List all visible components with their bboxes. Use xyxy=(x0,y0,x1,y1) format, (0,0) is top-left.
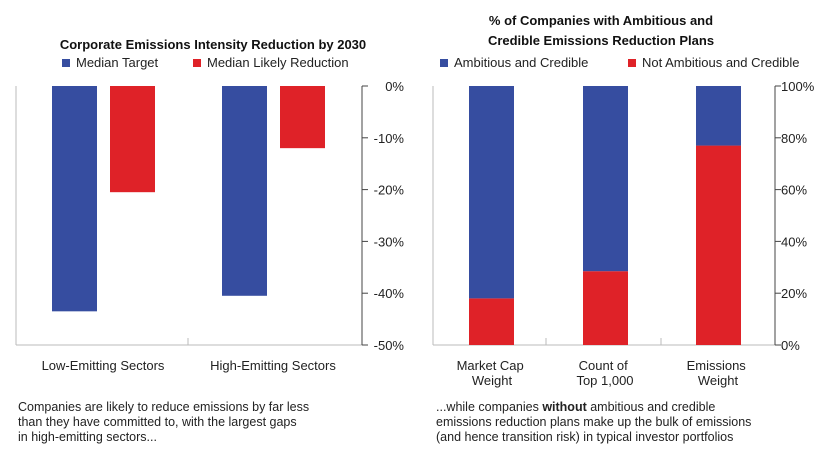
legend-swatch-ambitious-and-credible xyxy=(440,59,448,67)
right-caption-line: ...while companies without ambitious and… xyxy=(436,400,836,415)
right-y-tick-label: 80% xyxy=(781,131,807,146)
x-label-line: Emissions xyxy=(687,358,747,373)
right-y-ticks: 0% 20% 40% 60% 80% 100% xyxy=(775,79,815,353)
bar-not-ambitious-count-of-top-1000 xyxy=(583,271,628,345)
right-y-tick-label: 20% xyxy=(781,286,807,301)
right-y-tick-label: 0% xyxy=(781,338,800,353)
x-label-count-of-top-1000: Count of Top 1,000 xyxy=(576,358,633,388)
legend-swatch-not-ambitious-and-credible xyxy=(628,59,636,67)
bar-ambitious-emissions-weight xyxy=(696,86,741,146)
legend-swatch-median-likely-reduction xyxy=(193,59,201,67)
left-y-tick-label: 0% xyxy=(385,79,404,94)
legend-label-median-likely-reduction: Median Likely Reduction xyxy=(207,55,349,70)
legend-label-not-ambitious-and-credible: Not Ambitious and Credible xyxy=(642,55,800,70)
bar-median-likely-reduction-low-emitting xyxy=(110,86,155,193)
x-label-line: Weight xyxy=(472,373,513,388)
x-label-emissions-weight: Emissions Weight xyxy=(687,358,750,388)
right-y-tick-label: 60% xyxy=(781,183,807,198)
right-chart-title-line-1: % of Companies with Ambitious and xyxy=(489,13,713,28)
bar-ambitious-count-of-top-1000 xyxy=(583,86,628,272)
left-y-tick-label: -50% xyxy=(374,338,405,353)
right-caption-line: emissions reduction plans make up the bu… xyxy=(436,415,752,429)
bar-not-ambitious-emissions-weight xyxy=(696,145,741,345)
left-y-tick-label: -10% xyxy=(374,131,405,146)
left-chart: Corporate Emissions Intensity Reduction … xyxy=(15,37,404,373)
left-caption-line: in high-emitting sectors... xyxy=(18,430,157,444)
left-y-tick-label: -30% xyxy=(374,234,405,249)
left-y-ticks: 0% -10% -20% -30% -40% -50% xyxy=(362,79,404,353)
right-caption-bold: without xyxy=(542,400,587,414)
bar-not-ambitious-market-cap-weight xyxy=(469,298,514,345)
x-label-high-emitting-sectors: High-Emitting Sectors xyxy=(210,358,336,373)
x-label-low-emitting-sectors: Low-Emitting Sectors xyxy=(42,358,165,373)
right-caption-pre: ...while companies xyxy=(436,400,543,414)
left-y-tick-label: -40% xyxy=(374,286,405,301)
right-y-tick-label: 40% xyxy=(781,234,807,249)
left-y-tick-label: -20% xyxy=(374,183,405,198)
left-caption: Companies are likely to reduce emissions… xyxy=(18,400,398,445)
right-caption-post: ambitious and credible xyxy=(586,400,716,414)
legend-label-median-target: Median Target xyxy=(76,55,159,70)
bar-median-target-low-emitting xyxy=(52,86,97,312)
right-caption: ...while companies without ambitious and… xyxy=(436,400,836,445)
legend-swatch-median-target xyxy=(62,59,70,67)
x-label-line: Market Cap xyxy=(457,358,524,373)
left-caption-line: than they have committed to, with the la… xyxy=(18,415,297,429)
right-chart: % of Companies with Ambitious and Credib… xyxy=(432,13,815,388)
bar-ambitious-market-cap-weight xyxy=(469,86,514,299)
bar-median-likely-reduction-high-emitting xyxy=(280,86,325,149)
x-label-line: Count of xyxy=(579,358,629,373)
right-chart-title-line-2: Credible Emissions Reduction Plans xyxy=(488,33,714,48)
right-caption-line: (and hence transition risk) in typical i… xyxy=(436,430,734,444)
x-label-market-cap-weight: Market Cap Weight xyxy=(457,358,528,388)
legend-label-ambitious-and-credible: Ambitious and Credible xyxy=(454,55,588,70)
x-label-line: Weight xyxy=(698,373,739,388)
right-y-tick-label: 100% xyxy=(781,79,815,94)
bar-median-target-high-emitting xyxy=(222,86,267,296)
x-label-line: Top 1,000 xyxy=(576,373,633,388)
left-chart-title: Corporate Emissions Intensity Reduction … xyxy=(60,37,366,52)
left-caption-line: Companies are likely to reduce emissions… xyxy=(18,400,310,414)
